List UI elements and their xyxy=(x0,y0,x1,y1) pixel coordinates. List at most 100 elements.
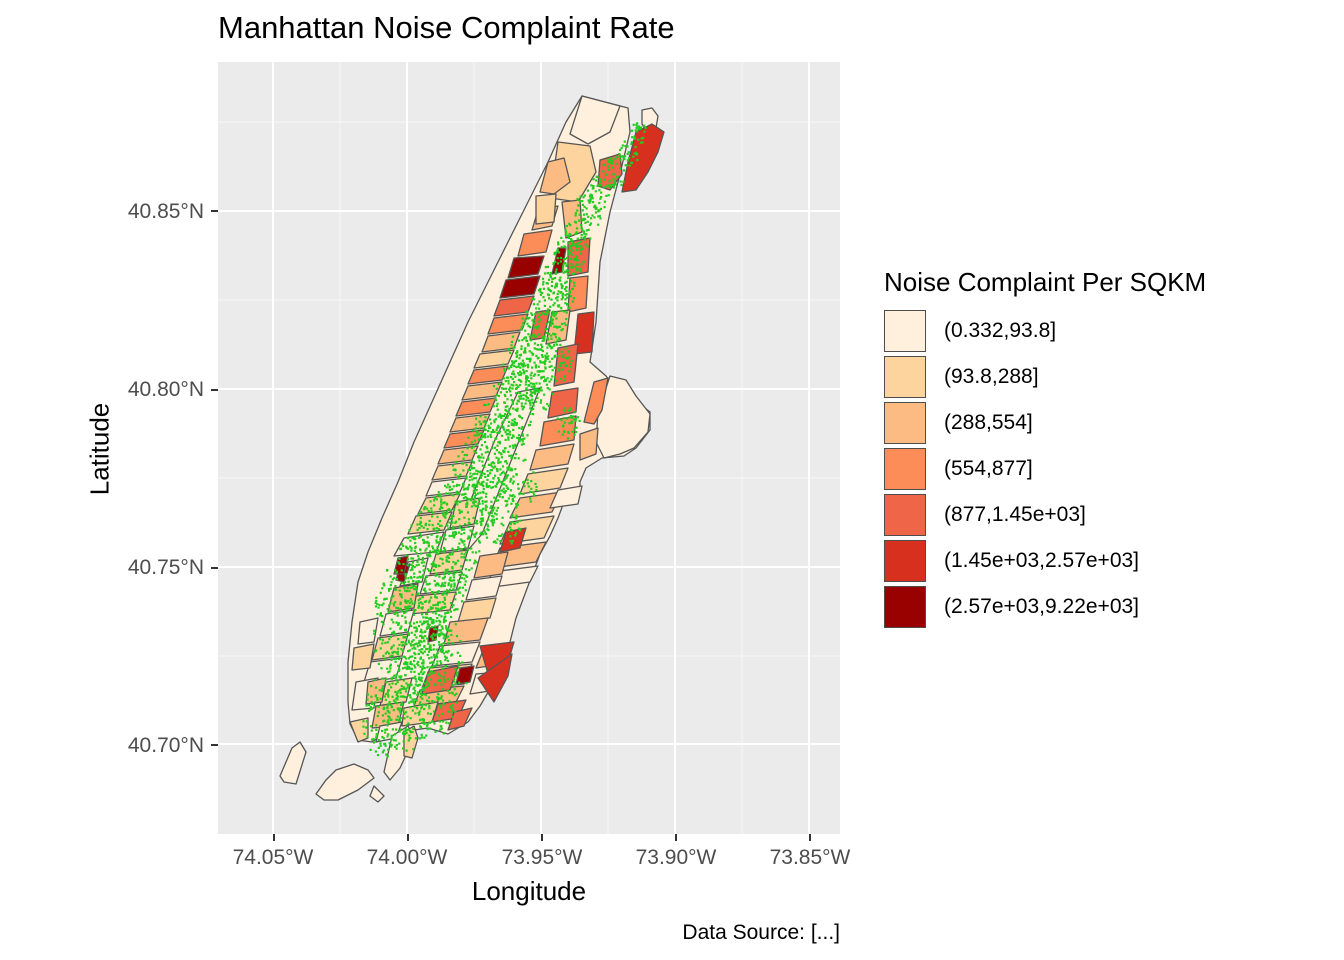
complaint-point xyxy=(386,755,389,758)
complaint-point xyxy=(473,477,476,480)
complaint-point xyxy=(370,707,373,710)
complaint-point xyxy=(409,660,412,663)
complaint-point xyxy=(447,710,450,713)
complaint-point xyxy=(565,289,568,292)
complaint-point xyxy=(519,373,522,376)
complaint-point xyxy=(474,559,477,562)
complaint-point xyxy=(382,602,385,605)
complaint-point xyxy=(514,445,517,448)
complaint-point xyxy=(386,641,389,644)
complaint-point xyxy=(455,460,458,463)
complaint-point xyxy=(585,207,588,210)
complaint-point xyxy=(375,724,378,727)
complaint-point xyxy=(628,157,631,160)
complaint-point xyxy=(534,482,537,485)
complaint-point xyxy=(477,502,480,505)
complaint-point xyxy=(424,506,427,509)
complaint-point xyxy=(445,656,448,659)
island xyxy=(279,741,307,785)
complaint-point xyxy=(424,635,427,638)
complaint-point xyxy=(438,678,441,682)
complaint-point xyxy=(430,648,433,651)
complaint-point xyxy=(391,682,394,685)
complaint-point xyxy=(529,390,532,393)
complaint-point xyxy=(376,697,379,700)
complaint-point xyxy=(420,561,423,564)
complaint-point xyxy=(538,333,541,336)
complaint-point xyxy=(409,729,412,732)
complaint-point xyxy=(517,457,520,460)
complaint-point xyxy=(413,572,416,575)
complaint-point xyxy=(579,252,582,255)
complaint-point xyxy=(386,667,389,670)
complaint-point xyxy=(536,343,539,347)
complaint-point xyxy=(414,626,417,629)
complaint-point xyxy=(608,168,611,171)
complaint-point xyxy=(524,402,527,405)
complaint-point xyxy=(633,137,637,140)
complaint-point xyxy=(451,464,455,467)
complaint-point xyxy=(498,478,501,482)
complaint-point xyxy=(607,194,610,197)
complaint-point xyxy=(551,369,554,372)
complaint-point xyxy=(435,539,438,542)
complaint-point xyxy=(417,580,420,583)
complaint-point xyxy=(508,388,511,391)
complaint-point xyxy=(436,515,439,519)
complaint-point xyxy=(402,687,405,690)
complaint-point xyxy=(510,383,513,386)
complaint-point xyxy=(460,510,463,513)
complaint-point xyxy=(393,576,396,580)
complaint-point xyxy=(415,580,418,583)
complaint-point xyxy=(489,433,492,436)
complaint-point xyxy=(385,753,388,756)
complaint-point xyxy=(384,742,387,745)
complaint-point xyxy=(452,536,456,539)
complaint-point xyxy=(510,363,514,366)
complaint-point xyxy=(422,588,425,591)
complaint-point xyxy=(440,725,443,728)
complaint-point xyxy=(599,197,602,200)
complaint-point xyxy=(390,703,393,706)
complaint-point xyxy=(489,469,492,472)
complaint-point xyxy=(525,316,528,319)
complaint-point xyxy=(640,137,643,140)
complaint-point xyxy=(550,337,553,340)
complaint-point xyxy=(623,140,626,143)
complaint-point xyxy=(420,634,423,637)
complaint-point xyxy=(572,265,575,268)
complaint-point xyxy=(560,236,563,239)
complaint-point xyxy=(409,655,412,658)
complaint-point xyxy=(596,184,599,187)
complaint-point xyxy=(590,194,594,197)
complaint-point xyxy=(509,469,512,472)
complaint-point xyxy=(443,501,446,504)
complaint-point xyxy=(562,271,565,274)
complaint-point xyxy=(458,573,461,577)
complaint-point xyxy=(461,462,465,465)
complaint-point xyxy=(438,623,441,626)
complaint-point xyxy=(522,481,525,484)
complaint-point xyxy=(603,178,606,181)
complaint-point xyxy=(580,263,583,266)
complaint-point xyxy=(525,376,528,379)
complaint-point xyxy=(446,629,449,632)
complaint-point xyxy=(528,335,531,338)
complaint-point xyxy=(568,222,571,225)
complaint-point xyxy=(396,647,400,650)
complaint-point xyxy=(500,456,503,459)
complaint-point xyxy=(451,684,454,687)
complaint-point xyxy=(559,377,562,380)
complaint-point xyxy=(407,667,410,670)
complaint-point xyxy=(502,420,505,423)
complaint-point xyxy=(427,712,430,715)
complaint-point xyxy=(455,532,458,535)
complaint-point xyxy=(400,593,403,596)
complaint-point xyxy=(387,689,390,692)
complaint-point xyxy=(612,173,615,176)
complaint-point xyxy=(528,402,532,405)
complaint-point xyxy=(484,416,487,419)
complaint-point xyxy=(408,684,411,687)
complaint-point xyxy=(417,664,420,667)
complaint-point xyxy=(439,660,442,663)
